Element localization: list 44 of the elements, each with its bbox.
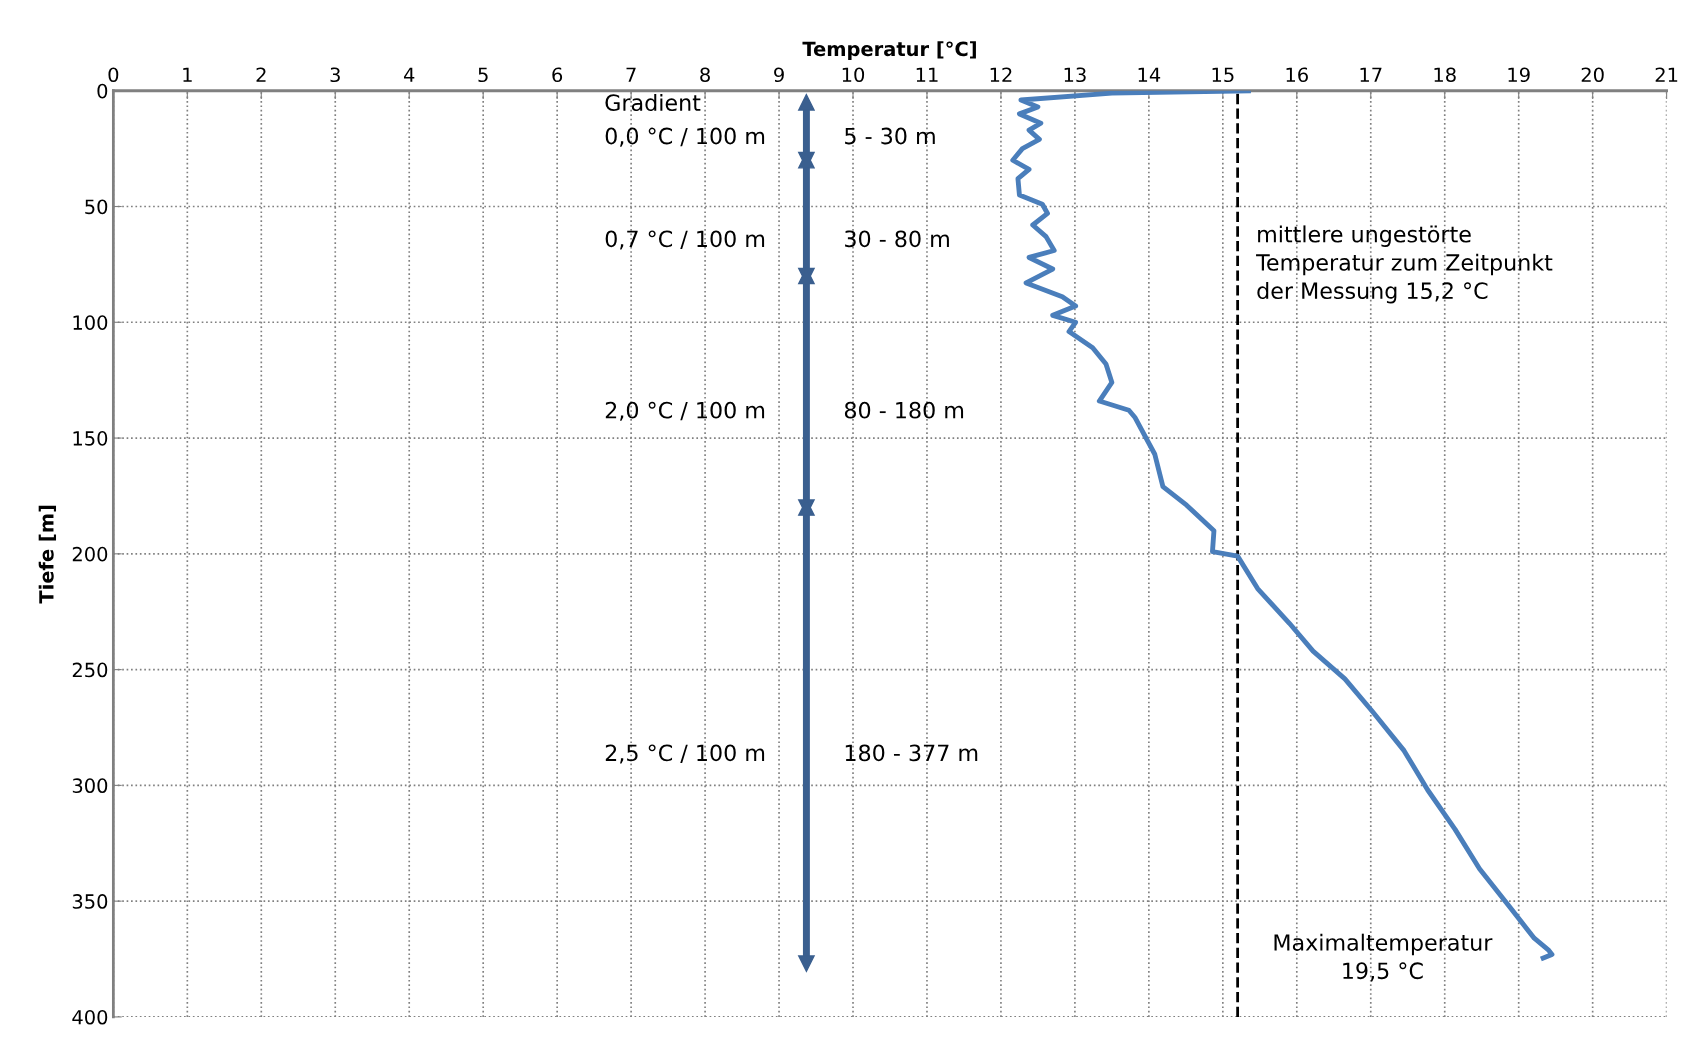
- annotation: 5 - 30 m: [845, 127, 935, 145]
- annotation: 180 - 377 m: [845, 744, 978, 762]
- y-tick-label: 300: [72, 778, 108, 794]
- annotation: 0,0 °C / 100 m: [605, 127, 765, 147]
- x-tick-label: 6: [552, 67, 563, 83]
- y-tick-label: 150: [73, 431, 108, 446]
- x-tick-label: 14: [1138, 67, 1161, 82]
- annotation: 2,5 °C / 100 m: [605, 744, 765, 764]
- y-tick-label: 100: [73, 315, 108, 330]
- annotation: 30 - 80 m: [845, 230, 949, 248]
- x-tick-label: 4: [403, 67, 415, 82]
- x-tick-label: 16: [1286, 67, 1308, 83]
- x-tick-label: 21: [1655, 67, 1678, 82]
- x-tick-label: 8: [700, 67, 710, 83]
- x-tick-label: 15: [1212, 67, 1234, 83]
- y-tick-label: 400: [72, 1009, 108, 1025]
- y-tick-label: 350: [72, 894, 108, 909]
- x-tick-label: 1: [183, 67, 192, 82]
- x-tick-label: 13: [1064, 67, 1086, 83]
- x-tick-label: 2: [256, 67, 266, 82]
- x-tick-label: 19: [1508, 67, 1530, 83]
- y-tick-label: 50: [85, 199, 108, 215]
- x-axis-title: Temperatur [°C]: [802, 41, 976, 60]
- x-tick-label: 5: [478, 67, 488, 83]
- y-tick-label: 250: [72, 662, 108, 678]
- x-tick-label: 0: [108, 67, 119, 83]
- y-axis-title: Tiefe [m]: [38, 505, 57, 604]
- x-tick-label: 18: [1434, 67, 1456, 83]
- y-tick-label: 0: [97, 83, 108, 99]
- annotation: Gradient: [605, 93, 701, 112]
- annotation: 80 - 180 m: [844, 401, 964, 419]
- x-tick-label: 7: [626, 67, 636, 82]
- annotation: 2,0 °C / 100 m: [605, 401, 765, 421]
- annotation: Maximaltemperatur 19,5 °C: [1274, 933, 1493, 982]
- x-tick-label: 10: [842, 67, 865, 83]
- y-tick-label: 200: [72, 546, 108, 562]
- x-tick-label: 9: [774, 67, 784, 83]
- x-tick-label: 11: [916, 67, 938, 82]
- ref-line-label: mittlere ungestörte Temperatur zum Zeitpunkt der Messung 15,2 °C: [1256, 225, 1553, 304]
- annotation: 0,7 °C / 100 m: [605, 230, 765, 250]
- x-tick-label: 20: [1581, 67, 1604, 83]
- x-tick-label: 3: [330, 67, 340, 83]
- x-tick-label: 12: [990, 67, 1012, 82]
- x-tick-label: 17: [1360, 67, 1382, 82]
